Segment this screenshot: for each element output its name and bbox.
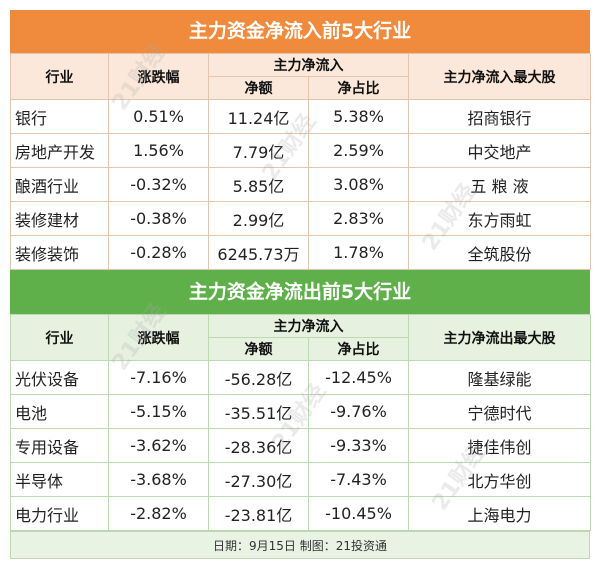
header-amount: 净额 [208, 337, 309, 361]
amount-cell: -28.36亿 [208, 428, 309, 463]
change-cell: -0.28% [108, 235, 209, 270]
stock-cell: 中交地产 [408, 133, 591, 168]
header-top-stock: 主力净流出最大股 [408, 314, 591, 361]
change-cell: -5.15% [108, 394, 209, 429]
industry-cell: 光伏设备 [10, 360, 109, 395]
inflow-title: 主力资金净流入前5大行业 [10, 10, 590, 53]
header-change: 涨跌幅 [108, 53, 209, 100]
industry-cell: 电池 [10, 394, 109, 429]
stock-cell: 全筑股份 [408, 235, 591, 270]
amount-cell: -23.81亿 [208, 496, 309, 531]
industry-cell: 装修装饰 [10, 235, 109, 270]
change-cell: -0.38% [108, 201, 209, 236]
table-row: 装修建材 -0.38% 2.99亿 2.83% 东方雨虹 [10, 201, 591, 236]
table-row: 电力行业 -2.82% -23.81亿 -10.45% 上海电力 [10, 496, 591, 531]
stock-cell: 宁德时代 [408, 394, 591, 429]
header-industry: 行业 [10, 53, 109, 100]
header-ratio: 净占比 [308, 76, 409, 100]
ratio-cell: 3.08% [308, 167, 409, 202]
table-row: 电池 -5.15% -35.51亿 -9.76% 宁德时代 [10, 394, 591, 429]
header-amount: 净额 [208, 76, 309, 100]
footer-note: 日期：9月15日 制图：21投资通 [10, 531, 590, 559]
table-row: 半导体 -3.68% -27.30亿 -7.43% 北方华创 [10, 462, 591, 497]
ratio-cell: 2.83% [308, 201, 409, 236]
stock-cell: 东方雨虹 [408, 201, 591, 236]
amount-cell: -35.51亿 [208, 394, 309, 429]
change-cell: 0.51% [108, 99, 209, 134]
stock-cell: 五 粮 液 [408, 167, 591, 202]
outflow-title: 主力资金净流出前5大行业 [10, 270, 590, 314]
ratio-cell: 1.78% [308, 235, 409, 270]
industry-cell: 半导体 [10, 462, 109, 497]
stock-cell: 捷佳伟创 [408, 428, 591, 463]
header-industry: 行业 [10, 314, 109, 361]
inflow-table: 行业 涨跌幅 主力净流入 主力净流入最大股 净额 净占比 银行 0.51% 11… [10, 53, 591, 270]
table-row: 光伏设备 -7.16% -56.28亿 -12.45% 隆基绿能 [10, 360, 591, 395]
header-change: 涨跌幅 [108, 314, 209, 361]
ratio-cell: -7.43% [308, 462, 409, 497]
outflow-table: 行业 涨跌幅 主力净流入 主力净流出最大股 净额 净占比 光伏设备 -7.16%… [10, 314, 591, 531]
stock-cell: 北方华创 [408, 462, 591, 497]
amount-cell: 6245.73万 [208, 235, 309, 270]
header-inflow-group: 主力净流入 [208, 53, 409, 77]
stock-cell: 隆基绿能 [408, 360, 591, 395]
stock-cell: 招商银行 [408, 99, 591, 134]
amount-cell: 2.99亿 [208, 201, 309, 236]
industry-cell: 专用设备 [10, 428, 109, 463]
table-row: 专用设备 -3.62% -28.36亿 -9.33% 捷佳伟创 [10, 428, 591, 463]
ratio-cell: -9.33% [308, 428, 409, 463]
table-row: 银行 0.51% 11.24亿 5.38% 招商银行 [10, 99, 591, 134]
header-top-stock: 主力净流入最大股 [408, 53, 591, 100]
table-row: 酿酒行业 -0.32% 5.85亿 3.08% 五 粮 液 [10, 167, 591, 202]
change-cell: -3.68% [108, 462, 209, 497]
industry-cell: 银行 [10, 99, 109, 134]
amount-cell: -27.30亿 [208, 462, 309, 497]
ratio-cell: 2.59% [308, 133, 409, 168]
amount-cell: 5.85亿 [208, 167, 309, 202]
amount-cell: -56.28亿 [208, 360, 309, 395]
industry-cell: 电力行业 [10, 496, 109, 531]
header-inflow-group: 主力净流入 [208, 314, 409, 338]
change-cell: -0.32% [108, 167, 209, 202]
table-row: 房地产开发 1.56% 7.79亿 2.59% 中交地产 [10, 133, 591, 168]
amount-cell: 7.79亿 [208, 133, 309, 168]
table-row: 装修装饰 -0.28% 6245.73万 1.78% 全筑股份 [10, 235, 591, 270]
stock-cell: 上海电力 [408, 496, 591, 531]
change-cell: -7.16% [108, 360, 209, 395]
industry-cell: 酿酒行业 [10, 167, 109, 202]
ratio-cell: -9.76% [308, 394, 409, 429]
ratio-cell: -10.45% [308, 496, 409, 531]
ratio-cell: -12.45% [308, 360, 409, 395]
amount-cell: 11.24亿 [208, 99, 309, 134]
change-cell: -2.82% [108, 496, 209, 531]
change-cell: 1.56% [108, 133, 209, 168]
industry-cell: 房地产开发 [10, 133, 109, 168]
change-cell: -3.62% [108, 428, 209, 463]
ratio-cell: 5.38% [308, 99, 409, 134]
industry-cell: 装修建材 [10, 201, 109, 236]
header-ratio: 净占比 [308, 337, 409, 361]
